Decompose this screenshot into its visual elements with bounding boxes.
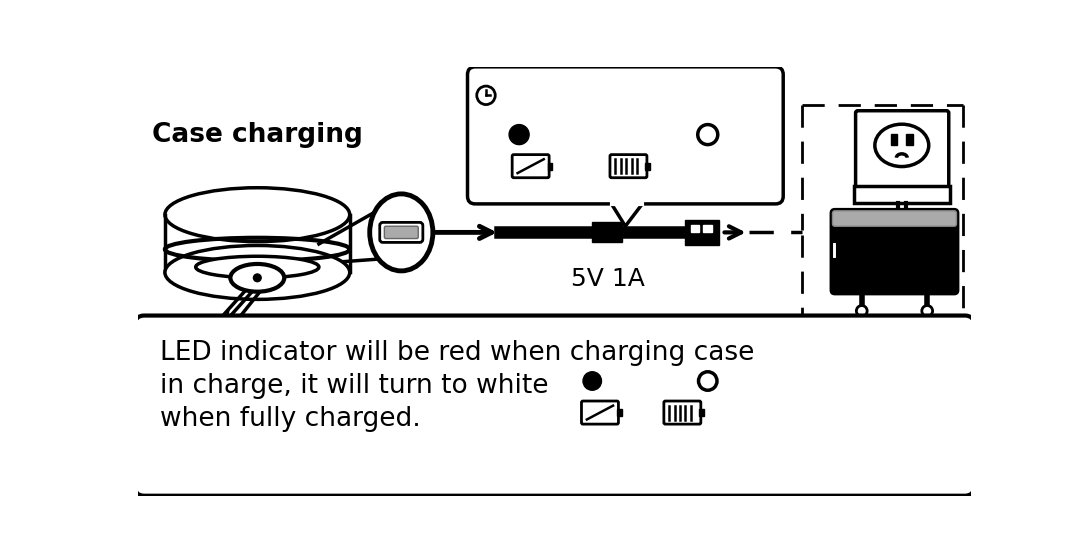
FancyBboxPatch shape (581, 401, 619, 424)
Bar (832, 242, 837, 260)
Text: About 2 hours: About 2 hours (499, 85, 730, 113)
Text: LED indicator will be red when charging case: LED indicator will be red when charging … (159, 340, 754, 366)
FancyBboxPatch shape (832, 211, 956, 226)
Bar (699, 409, 704, 417)
Bar (890, 134, 897, 145)
FancyBboxPatch shape (135, 316, 974, 496)
FancyBboxPatch shape (844, 338, 945, 416)
FancyBboxPatch shape (664, 401, 701, 424)
Bar (907, 134, 912, 145)
Polygon shape (611, 204, 643, 226)
Bar (703, 226, 712, 232)
Circle shape (583, 372, 602, 390)
Circle shape (510, 125, 529, 145)
Ellipse shape (875, 124, 928, 167)
Ellipse shape (230, 264, 285, 292)
FancyBboxPatch shape (610, 155, 647, 178)
Circle shape (950, 370, 963, 383)
Bar (645, 163, 650, 170)
FancyBboxPatch shape (856, 111, 949, 188)
Circle shape (922, 306, 933, 316)
FancyBboxPatch shape (915, 346, 955, 407)
Circle shape (253, 274, 261, 282)
Bar (690, 226, 699, 232)
Text: in charge, it will turn to white: in charge, it will turn to white (159, 373, 547, 399)
FancyBboxPatch shape (384, 226, 419, 238)
Text: Case charging: Case charging (151, 123, 362, 148)
Bar (685, 220, 720, 245)
Bar (547, 163, 552, 170)
Circle shape (856, 306, 867, 316)
Bar (854, 186, 950, 203)
Text: when fully charged.: when fully charged. (159, 405, 420, 432)
FancyBboxPatch shape (380, 222, 423, 242)
FancyBboxPatch shape (467, 67, 783, 204)
Ellipse shape (164, 246, 349, 299)
Bar (617, 409, 621, 417)
Ellipse shape (370, 194, 433, 271)
Bar (592, 222, 621, 242)
FancyBboxPatch shape (512, 155, 550, 178)
FancyBboxPatch shape (831, 209, 958, 294)
Ellipse shape (196, 256, 319, 278)
Text: 5V 1A: 5V 1A (570, 267, 645, 291)
